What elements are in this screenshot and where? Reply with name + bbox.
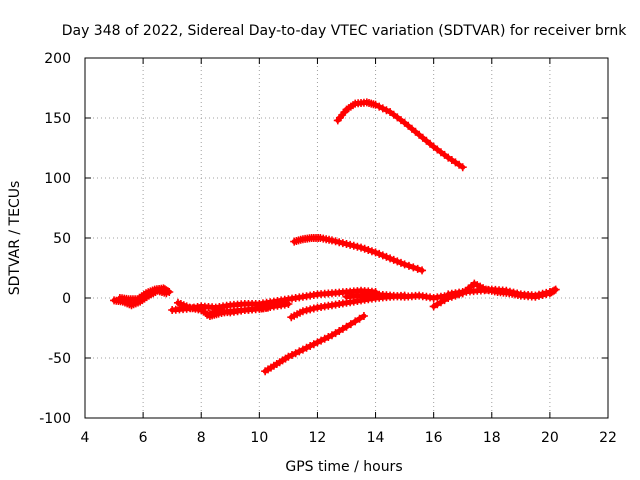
y-tick-label: 150 xyxy=(44,111,71,127)
data-point xyxy=(505,287,514,296)
x-tick-label: 12 xyxy=(309,430,327,446)
y-tick-label: 0 xyxy=(62,291,71,307)
data-point xyxy=(295,347,304,356)
data-point xyxy=(371,100,380,109)
data-point xyxy=(386,254,395,263)
data-point xyxy=(382,106,391,115)
x-tick-label: 6 xyxy=(139,430,148,446)
data-point xyxy=(375,249,384,258)
y-tick-label: 100 xyxy=(44,171,71,187)
data-point xyxy=(346,240,355,249)
data-point xyxy=(288,351,297,359)
data-point xyxy=(360,244,369,253)
y-tick-label: 50 xyxy=(53,231,71,247)
data-point xyxy=(538,289,547,298)
data-point xyxy=(357,243,366,252)
data-point xyxy=(378,104,387,113)
data-point xyxy=(342,322,351,331)
data-point xyxy=(359,312,368,320)
chart-title: Day 348 of 2022, Sidereal Day-to-day VTE… xyxy=(62,23,627,39)
series-arc-afternoon-b xyxy=(444,285,554,300)
data-point xyxy=(389,255,398,264)
data-point xyxy=(298,345,307,354)
data-point xyxy=(349,241,358,250)
x-axis-label: GPS time / hours xyxy=(285,459,402,475)
data-point xyxy=(502,286,511,295)
data-point xyxy=(375,102,384,111)
data-point xyxy=(284,352,293,361)
data-point xyxy=(298,307,307,316)
data-point xyxy=(335,238,344,247)
data-point xyxy=(378,251,387,260)
data-point xyxy=(551,285,560,294)
series-arc-50 xyxy=(290,234,427,275)
data-point xyxy=(165,288,174,296)
data-point xyxy=(338,239,347,248)
data-point xyxy=(542,288,551,297)
data-point xyxy=(509,288,518,297)
data-point xyxy=(513,289,522,298)
data-point xyxy=(413,264,422,273)
data-point xyxy=(163,287,172,296)
series-arc-neg15 xyxy=(287,291,409,322)
data-point xyxy=(309,304,318,313)
series-arc-neg60 xyxy=(261,312,368,376)
data-point xyxy=(324,333,333,341)
axis-ticks: 4 6 8 10 12 14 16 18 20 22 -100 -50 0 50 100 150 200 xyxy=(39,51,617,446)
x-tick-label: 10 xyxy=(250,430,268,446)
data-point xyxy=(355,314,364,323)
x-tick-label: 22 xyxy=(599,430,617,446)
series-arc-baseline-c xyxy=(203,303,273,319)
data-point xyxy=(346,320,355,329)
data-point xyxy=(313,338,322,347)
data-point xyxy=(364,246,373,254)
data-point xyxy=(353,242,362,251)
y-tick-label: 200 xyxy=(44,51,71,67)
data-point xyxy=(531,291,540,300)
data-point xyxy=(302,343,311,352)
x-tick-label: 20 xyxy=(541,430,559,446)
x-tick-label: 16 xyxy=(425,430,443,446)
data-point xyxy=(327,236,336,245)
y-tick-label: -100 xyxy=(39,411,71,427)
data-point xyxy=(534,290,543,299)
data-point xyxy=(306,342,315,350)
data-point xyxy=(309,340,318,349)
data-point xyxy=(371,248,380,257)
data-point xyxy=(404,261,413,270)
data-series xyxy=(110,98,560,376)
x-tick-label: 4 xyxy=(81,430,90,446)
data-point xyxy=(545,288,554,296)
series-arc-high xyxy=(333,98,467,172)
data-point xyxy=(306,305,315,314)
data-point xyxy=(264,303,273,312)
y-axis-label: SDTVAR / TECUs xyxy=(7,181,23,296)
data-point xyxy=(400,260,409,269)
data-point xyxy=(342,240,351,248)
data-point xyxy=(351,317,360,326)
x-tick-label: 8 xyxy=(197,430,206,446)
series-arc-morning-b xyxy=(115,284,174,304)
data-point xyxy=(396,258,405,267)
data-point xyxy=(291,349,300,358)
data-point xyxy=(317,336,326,345)
x-tick-label: 14 xyxy=(367,430,385,446)
data-point xyxy=(331,237,340,246)
x-tick-label: 18 xyxy=(483,430,501,446)
data-point xyxy=(320,334,329,343)
data-point xyxy=(382,252,391,261)
data-point xyxy=(393,257,402,266)
data-point xyxy=(409,263,418,272)
data-point xyxy=(284,300,293,308)
data-point xyxy=(367,247,376,256)
data-point xyxy=(302,306,311,315)
data-point xyxy=(458,163,467,172)
data-point xyxy=(418,266,427,275)
grid xyxy=(85,58,608,418)
y-tick-label: -50 xyxy=(48,351,71,367)
